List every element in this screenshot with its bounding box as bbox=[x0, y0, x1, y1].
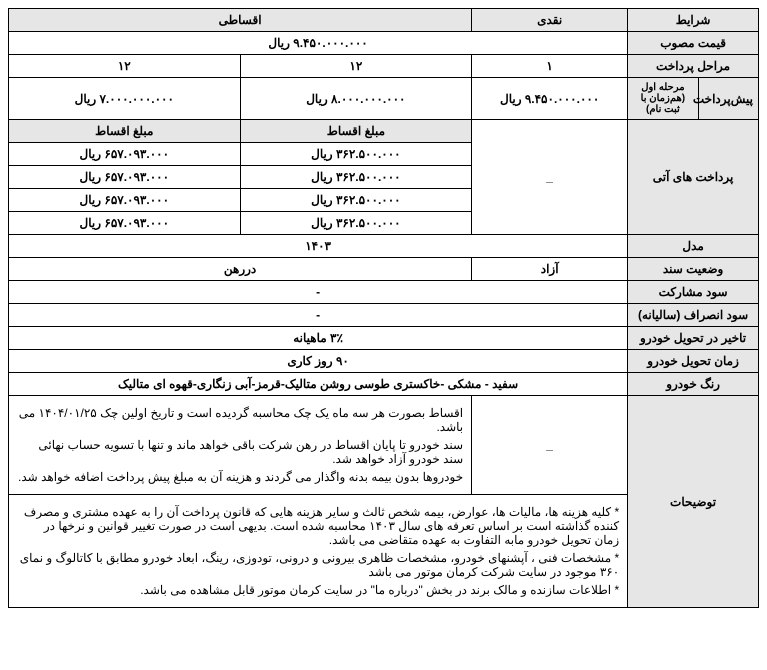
note-line-2: خودروها بدون بیمه بدنه واگذار می گردند و… bbox=[17, 470, 463, 484]
label-participation: سود مشارکت bbox=[628, 281, 759, 304]
inst2-row-0: ۶۵۷.۰۹۳.۰۰۰ ریال bbox=[9, 143, 241, 166]
label-delivery-delay: تاخیر در تحویل خودرو bbox=[628, 327, 759, 350]
doc-cash: آزاد bbox=[472, 258, 628, 281]
stage1-inst2: ۷.۰۰۰.۰۰۰.۰۰۰ ریال bbox=[9, 78, 241, 120]
notes-lines: اقساط بصورت هر سه ماه یک چک محاسبه گردید… bbox=[9, 396, 472, 495]
label-document-status: وضعیت سند bbox=[628, 258, 759, 281]
label-model: مدل bbox=[628, 235, 759, 258]
label-prepayment: پیش‌پرداخت bbox=[698, 78, 758, 120]
value-participation: - bbox=[9, 281, 628, 304]
note-bullet-2: * اطلاعات سازنده و مالک برند در بخش "درب… bbox=[17, 583, 619, 597]
value-approved-price: ۹.۴۵۰.۰۰۰.۰۰۰ ریال bbox=[9, 32, 628, 55]
notes-bullets: * کلیه هزینه ها، مالیات ها، عوارض، بیمه … bbox=[9, 495, 628, 608]
stages-cash: ۱ bbox=[472, 55, 628, 78]
label-payment-stages: مراحل پرداخت bbox=[628, 55, 759, 78]
label-notes: توضیحات bbox=[628, 396, 759, 608]
future-cash: _ bbox=[472, 120, 628, 235]
inst2-row-2: ۶۵۷.۰۹۳.۰۰۰ ریال bbox=[9, 189, 241, 212]
label-future-payments: پرداخت های آتی bbox=[628, 120, 759, 235]
value-cancel: - bbox=[9, 304, 628, 327]
label-approved-price: قیمت مصوب bbox=[628, 32, 759, 55]
inst1-row-2: ۳۶۲.۵۰۰.۰۰۰ ریال bbox=[240, 189, 472, 212]
label-installment: اقساطی bbox=[9, 9, 472, 32]
note-bullet-1: * مشخصات فنی ، آپشنهای خودرو، مشخصات ظاه… bbox=[17, 551, 619, 579]
label-conditions: شرایط bbox=[628, 9, 759, 32]
note-line-1: سند خودرو تا پایان اقساط در رهن شرکت باق… bbox=[17, 438, 463, 466]
stage1-inst1: ۸.۰۰۰.۰۰۰.۰۰۰ ریال bbox=[240, 78, 472, 120]
label-stage1: مرحله اول (هم‌زمان با ثبت نام) bbox=[628, 78, 698, 120]
value-colors: سفید - مشکی -خاکستری طوسی روشن متالیک-قر… bbox=[9, 373, 628, 396]
label-installment-amount-2: مبلغ اقساط bbox=[9, 120, 241, 143]
stage1-cash: ۹.۴۵۰.۰۰۰.۰۰۰ ریال bbox=[472, 78, 628, 120]
stages-inst1: ۱۲ bbox=[240, 55, 472, 78]
label-colors: رنگ خودرو bbox=[628, 373, 759, 396]
inst1-row-0: ۳۶۲.۵۰۰.۰۰۰ ریال bbox=[240, 143, 472, 166]
inst2-row-3: ۶۵۷.۰۹۳.۰۰۰ ریال bbox=[9, 212, 241, 235]
value-delivery-time: ۹۰ روز کاری bbox=[9, 350, 628, 373]
doc-inst: دررهن bbox=[9, 258, 472, 281]
value-model: ۱۴۰۳ bbox=[9, 235, 628, 258]
inst1-row-3: ۳۶۲.۵۰۰.۰۰۰ ریال bbox=[240, 212, 472, 235]
note-bullet-0: * کلیه هزینه ها، مالیات ها، عوارض، بیمه … bbox=[17, 505, 619, 547]
label-installment-amount-1: مبلغ اقساط bbox=[240, 120, 472, 143]
inst2-row-1: ۶۵۷.۰۹۳.۰۰۰ ریال bbox=[9, 166, 241, 189]
label-delivery-time: زمان تحویل خودرو bbox=[628, 350, 759, 373]
value-delivery-delay: ۳٪ ماهیانه bbox=[9, 327, 628, 350]
label-cancel: سود انصراف (سالیانه) bbox=[628, 304, 759, 327]
notes-left: _ bbox=[472, 396, 628, 495]
pricing-table: شرایط نقدی اقساطی قیمت مصوب ۹.۴۵۰.۰۰۰.۰۰… bbox=[8, 8, 759, 608]
label-cash: نقدی bbox=[472, 9, 628, 32]
note-line-0: اقساط بصورت هر سه ماه یک چک محاسبه گردید… bbox=[17, 406, 463, 434]
stages-inst2: ۱۲ bbox=[9, 55, 241, 78]
inst1-row-1: ۳۶۲.۵۰۰.۰۰۰ ریال bbox=[240, 166, 472, 189]
